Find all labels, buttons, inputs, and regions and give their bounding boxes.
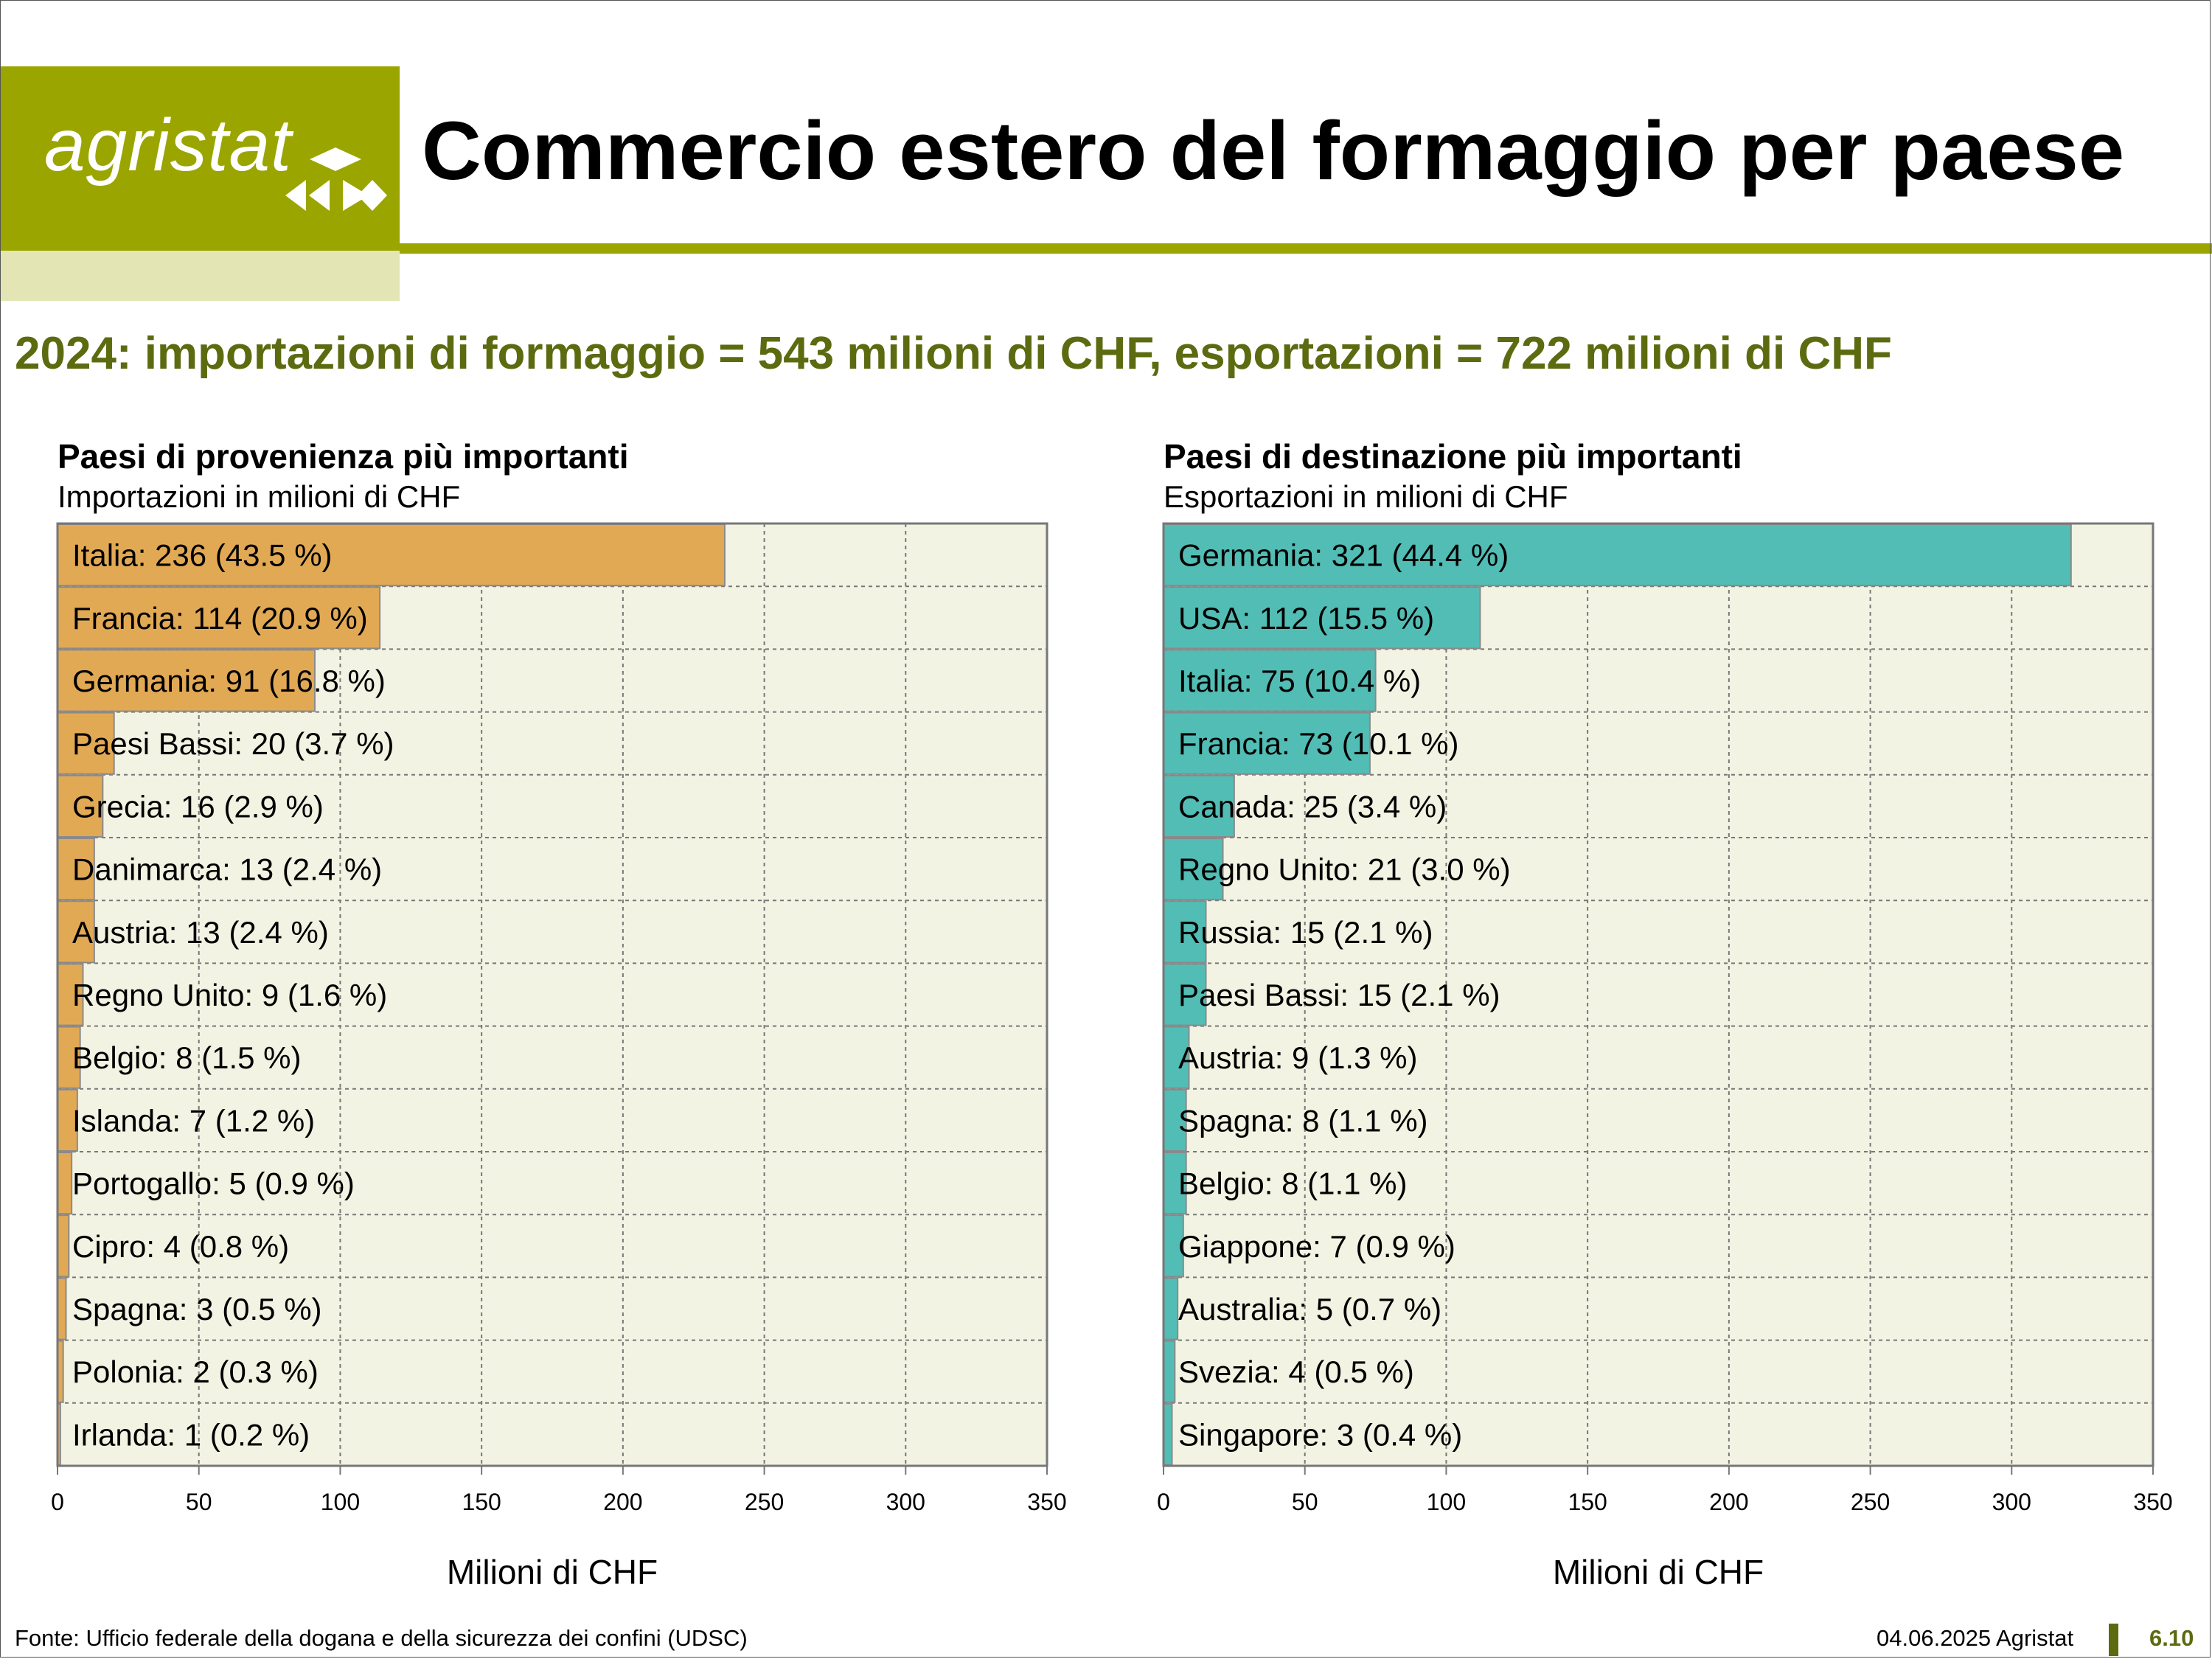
bar-label: Islanda: 7 (1.2 %) — [72, 1103, 315, 1138]
exports-chart-title: Paesi di destinazione più importanti — [1164, 437, 1742, 476]
bar-cipro — [57, 1214, 70, 1278]
bar-italia — [57, 524, 726, 587]
bar-label: Paesi Bassi: 15 (2.1 %) — [1178, 978, 1500, 1012]
x-tick-label: 0 — [51, 1489, 64, 1515]
bar-label: Russia: 15 (2.1 %) — [1178, 915, 1433, 950]
footer-date: 04.06.2025 Agristat — [1877, 1625, 2074, 1651]
exports-chart: Germania: 321 (44.4 %) USA: 112 (15.5 %) I… — [1157, 522, 2173, 1591]
logo-text: agristat — [44, 104, 292, 187]
x-tick-label: 150 — [1568, 1489, 1607, 1515]
x-tick-label: 50 — [1292, 1489, 1318, 1515]
bar-giappone — [1163, 1214, 1184, 1278]
x-tick-label: 100 — [321, 1489, 360, 1515]
bar-label: Italia: 236 (43.5 %) — [72, 538, 333, 573]
imports-chart-subtitle: Importazioni in milioni di CHF — [58, 479, 461, 514]
bar-islanda — [57, 1088, 78, 1152]
bar-germania — [1163, 524, 2072, 587]
bar-paesi-bassi — [1163, 963, 1207, 1026]
bar-label: Singapore: 3 (0.4 %) — [1178, 1417, 1462, 1452]
footer-source: Fonte: Ufficio federale della dogana e d… — [15, 1625, 748, 1651]
bar-usa — [1163, 586, 1481, 650]
bar-label: Australia: 5 (0.7 %) — [1178, 1292, 1441, 1326]
bar-francia — [1163, 712, 1371, 775]
x-tick-label: 200 — [603, 1489, 642, 1515]
bar-label: Germania: 91 (16.8 %) — [72, 664, 386, 698]
bar-francia — [57, 586, 381, 650]
plot-border — [56, 522, 1048, 1467]
x-axis-title: Milioni di CHF — [1553, 1553, 1764, 1591]
footer-divider — [2109, 1624, 2118, 1656]
header-rule — [400, 243, 2212, 254]
x-tick-label: 350 — [2133, 1489, 2172, 1515]
bar-label: Cipro: 4 (0.8 %) — [72, 1229, 289, 1264]
x-tick-label: 300 — [886, 1489, 925, 1515]
bar-label: Canada: 25 (3.4 %) — [1178, 789, 1447, 824]
bar-label: Austria: 9 (1.3 %) — [1178, 1040, 1417, 1075]
bar-svezia — [1163, 1340, 1176, 1403]
bar-regno-unito — [1163, 838, 1224, 901]
bar-germania — [57, 649, 316, 712]
page-subtitle: 2024: importazioni di formaggio = 543 mi… — [15, 328, 1892, 379]
bar-austria — [57, 900, 95, 964]
bar-regno-unito — [57, 963, 84, 1026]
bar-russia — [1163, 900, 1207, 964]
bar-label: Polonia: 2 (0.3 %) — [72, 1354, 319, 1389]
bar-spagna — [57, 1277, 67, 1340]
bar-australia — [1163, 1277, 1179, 1340]
x-tick-label: 250 — [1851, 1489, 1890, 1515]
bar-singapore — [1163, 1402, 1173, 1467]
bar-belgio — [57, 1026, 81, 1089]
bar-label: Regno Unito: 9 (1.6 %) — [72, 978, 387, 1012]
bar-label: Austria: 13 (2.4 %) — [72, 915, 329, 950]
imports-chart-title: Paesi di provenienza più importanti — [58, 437, 629, 476]
x-tick-label: 100 — [1427, 1489, 1466, 1515]
footer-page-number: 6.10 — [2149, 1625, 2194, 1651]
bar-label: USA: 112 (15.5 %) — [1178, 601, 1434, 636]
bar-label: Germania: 321 (44.4 %) — [1178, 538, 1509, 573]
bar-label: Grecia: 16 (2.9 %) — [72, 789, 324, 824]
bar-label: Italia: 75 (10.4 %) — [1178, 664, 1421, 698]
x-tick-label: 350 — [1027, 1489, 1066, 1515]
bar-label: Paesi Bassi: 20 (3.7 %) — [72, 726, 394, 761]
bar-label: Danimarca: 13 (2.4 %) — [72, 852, 382, 887]
page-title: Commercio estero del formaggio per paese — [422, 105, 2125, 197]
bar-label: Regno Unito: 21 (3.0 %) — [1178, 852, 1511, 887]
bar-label: Spagna: 8 (1.1 %) — [1178, 1103, 1428, 1138]
bar-canada — [1163, 774, 1235, 838]
x-tick-label: 0 — [1157, 1489, 1170, 1515]
exports-chart-subtitle: Esportazioni in milioni di CHF — [1164, 479, 1568, 514]
bar-label: Irlanda: 1 (0.2 %) — [72, 1417, 310, 1452]
imports-chart: Italia: 236 (43.5 %) Francia: 114 (20.9 %… — [51, 522, 1067, 1591]
bar-label: Francia: 114 (20.9 %) — [72, 601, 368, 636]
bar-danimarca — [57, 838, 95, 901]
bar-portogallo — [57, 1152, 73, 1215]
x-tick-label: 300 — [1992, 1489, 2031, 1515]
bar-label: Portogallo: 5 (0.9 %) — [72, 1166, 355, 1201]
bar-label: Belgio: 8 (1.1 %) — [1178, 1166, 1408, 1201]
bar-label: Svezia: 4 (0.5 %) — [1178, 1354, 1414, 1389]
x-tick-label: 250 — [745, 1489, 784, 1515]
bar-label: Spagna: 3 (0.5 %) — [72, 1292, 322, 1326]
x-tick-label: 150 — [462, 1489, 501, 1515]
bar-italia — [1163, 649, 1377, 712]
logo-underbar — [0, 251, 400, 301]
x-tick-label: 50 — [186, 1489, 212, 1515]
x-axis-title: Milioni di CHF — [447, 1553, 658, 1591]
bar-label: Francia: 73 (10.1 %) — [1178, 726, 1459, 761]
bar-label: Belgio: 8 (1.5 %) — [72, 1040, 302, 1075]
bar-label: Giappone: 7 (0.9 %) — [1178, 1229, 1455, 1264]
plot-border — [1162, 522, 2154, 1467]
bar-paesi-bassi — [57, 712, 115, 775]
agristat-logo-icon — [285, 147, 387, 211]
x-tick-label: 200 — [1709, 1489, 1748, 1515]
